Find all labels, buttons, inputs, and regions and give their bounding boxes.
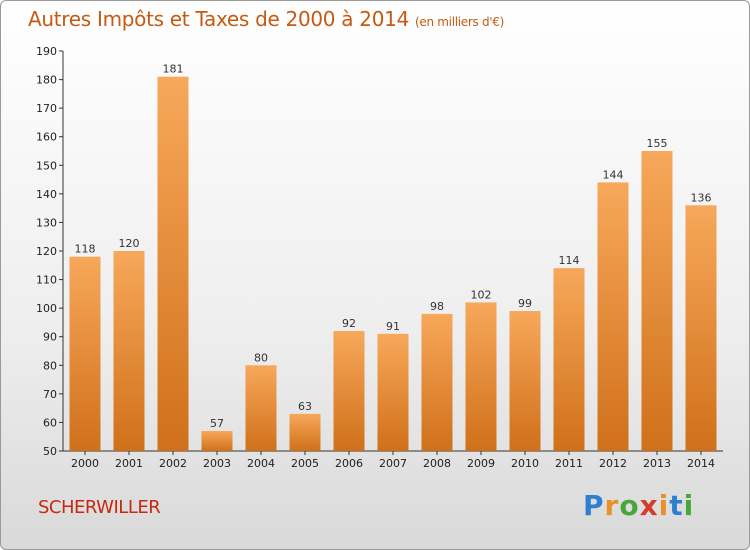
- y-tick-label: 50: [43, 445, 57, 458]
- y-tick-label: 170: [36, 102, 57, 115]
- logo-letter: t: [669, 489, 684, 522]
- bar-2014: [685, 205, 717, 451]
- y-tick-label: 70: [43, 388, 57, 401]
- bar-2004: [245, 365, 277, 451]
- x-tick-label: 2003: [203, 457, 231, 470]
- x-tick-label: 2001: [115, 457, 143, 470]
- data-label-2004: 80: [254, 351, 268, 364]
- bar-2001: [113, 251, 145, 451]
- x-tick-label: 2000: [71, 457, 99, 470]
- logo-letter: o: [619, 489, 640, 522]
- y-tick-label: 60: [43, 416, 57, 429]
- x-tick-label: 2005: [291, 457, 319, 470]
- data-label-2003: 57: [210, 417, 224, 430]
- bar-2000: [69, 256, 101, 451]
- data-label-2001: 120: [119, 237, 140, 250]
- y-tick-label: 110: [36, 274, 57, 287]
- bar-2002: [157, 76, 189, 451]
- y-tick-label: 130: [36, 216, 57, 229]
- x-tick-label: 2014: [687, 457, 715, 470]
- chart-title-text: Autres Impôts et Taxes de 2000 à 2014: [28, 7, 409, 31]
- logo-letter: x: [639, 489, 659, 522]
- x-tick-label: 2013: [643, 457, 671, 470]
- bar-2011: [553, 268, 585, 451]
- y-tick-label: 90: [43, 331, 57, 344]
- data-label-2009: 102: [471, 288, 492, 301]
- bar-2005: [289, 413, 321, 451]
- y-tick-label: 150: [36, 159, 57, 172]
- bar-2010: [509, 311, 541, 451]
- bar-2003: [201, 431, 233, 451]
- logo-letter: r: [604, 489, 620, 522]
- x-tick-label: 2007: [379, 457, 407, 470]
- data-label-2014: 136: [691, 191, 712, 204]
- x-tick-label: 2010: [511, 457, 539, 470]
- logo-letter: i: [683, 489, 695, 522]
- data-label-2005: 63: [298, 400, 312, 413]
- x-tick-label: 2008: [423, 457, 451, 470]
- bar-2009: [465, 302, 497, 451]
- data-label-2000: 118: [75, 243, 96, 256]
- y-tick-label: 190: [36, 45, 57, 58]
- data-labels: 118 120 181 57 80 63 92 91 98 102 99 114 144 155 136: [75, 63, 712, 430]
- commune-name: SCHERWILLER: [38, 497, 161, 518]
- y-tick-label: 120: [36, 245, 57, 258]
- y-tick-label: 140: [36, 188, 57, 201]
- y-tick-label: 100: [36, 302, 57, 315]
- chart-title: Autres Impôts et Taxes de 2000 à 2014 (en…: [28, 7, 504, 31]
- y-tick-label: 180: [36, 74, 57, 87]
- x-tick-label: 2004: [247, 457, 275, 470]
- bar-2013: [641, 151, 673, 451]
- x-tick-label: 2011: [555, 457, 583, 470]
- y-tick-label: 160: [36, 131, 57, 144]
- data-label-2002: 181: [163, 63, 184, 76]
- x-tick-label: 2009: [467, 457, 495, 470]
- data-label-2010: 99: [518, 297, 532, 310]
- data-label-2013: 155: [647, 137, 668, 150]
- x-tick-label: 2002: [159, 457, 187, 470]
- chart-unit: (en milliers d'€): [415, 15, 505, 29]
- proxiti-logo: Proxiti: [583, 489, 694, 522]
- x-tick-label: 2012: [599, 457, 627, 470]
- logo-letter: P: [583, 489, 605, 522]
- bar-2007: [377, 333, 409, 451]
- data-label-2007: 91: [386, 320, 400, 333]
- axes: 50 60 70 80 90 100 110 120 130 140 150 160 170 180 190…: [36, 45, 723, 470]
- data-label-2008: 98: [430, 300, 444, 313]
- data-label-2012: 144: [603, 168, 624, 181]
- bar-2012: [597, 182, 629, 451]
- bar-2008: [421, 313, 453, 451]
- x-tick-label: 2006: [335, 457, 363, 470]
- bars: [69, 76, 717, 451]
- y-tick-label: 80: [43, 359, 57, 372]
- logo-letter: i: [658, 489, 670, 522]
- data-label-2011: 114: [559, 254, 580, 267]
- bar-2006: [333, 331, 365, 451]
- data-label-2006: 92: [342, 317, 356, 330]
